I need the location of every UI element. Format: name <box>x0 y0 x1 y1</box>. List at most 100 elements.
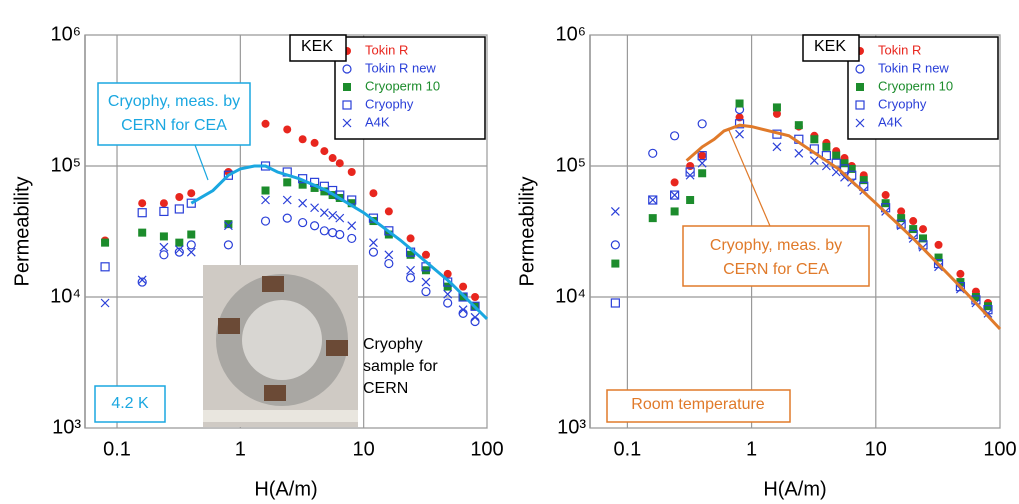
data-point <box>328 154 337 163</box>
data-point <box>840 159 849 168</box>
data-point <box>282 195 292 205</box>
data-point <box>159 206 169 217</box>
x-tick-label: 100 <box>470 438 503 460</box>
data-point <box>319 226 329 236</box>
data-point <box>310 183 319 192</box>
data-point <box>459 282 468 291</box>
data-point <box>174 204 184 214</box>
data-point <box>320 147 329 156</box>
data-point <box>685 170 695 180</box>
legend-label: A4K <box>878 114 903 129</box>
data-point <box>223 240 233 250</box>
data-point <box>955 284 965 294</box>
data-point <box>697 119 707 129</box>
data-point <box>670 190 680 200</box>
data-point <box>611 259 620 268</box>
data-point <box>175 238 184 247</box>
data-point <box>859 176 868 185</box>
data-point <box>369 189 378 198</box>
legend-label: Cryophy <box>365 96 414 111</box>
annotation-box <box>682 225 870 287</box>
data-point <box>137 208 147 218</box>
data-point <box>101 238 110 247</box>
data-point <box>735 129 744 139</box>
data-point <box>772 109 781 118</box>
data-point <box>328 210 338 220</box>
data-point <box>421 250 430 259</box>
data-point <box>283 178 292 187</box>
data-point <box>421 277 431 287</box>
data-point <box>897 207 906 216</box>
annotation-box <box>94 385 166 423</box>
annotation: Cryophy, meas. by <box>108 93 240 110</box>
legend-box <box>847 36 999 140</box>
data-point <box>458 292 468 302</box>
data-point <box>934 253 943 262</box>
data-point <box>458 305 468 315</box>
legend-label: Tokin R new <box>878 60 949 75</box>
y-tick-label: 10³ <box>52 416 81 438</box>
data-point <box>298 217 308 228</box>
data-point <box>186 240 196 250</box>
annotation: Cryophy, meas. by <box>710 237 842 254</box>
data-point <box>919 234 928 243</box>
annotation-box <box>606 389 791 423</box>
x-axis-label: H(A/m) <box>763 478 826 500</box>
data-line <box>190 164 489 320</box>
data-point <box>686 162 695 170</box>
annotation: KEK <box>814 38 846 55</box>
data-point <box>697 151 707 161</box>
annotation: CERN for CEA <box>121 117 227 134</box>
data-point <box>384 258 394 269</box>
legend-marker <box>855 100 865 110</box>
chart: 0.1 1 10 100 10³ 10⁴ 10⁵ 10⁶ H(A/m) Permeability T… <box>11 23 503 500</box>
callout-leader <box>194 144 209 181</box>
data-point <box>934 262 943 272</box>
data-point <box>310 203 320 213</box>
data-point <box>610 240 620 250</box>
data-point <box>260 216 271 226</box>
y-tick-label: 10⁵ <box>555 154 586 176</box>
data-point <box>159 250 169 260</box>
data-point <box>261 195 270 205</box>
data-point <box>298 198 308 208</box>
data-point <box>384 226 394 236</box>
legend-marker <box>855 64 865 74</box>
data-point <box>794 121 803 130</box>
data-point <box>282 213 292 223</box>
y-tick-label: 10⁴ <box>555 285 586 307</box>
data-point <box>384 207 393 216</box>
legend-marker <box>342 100 352 110</box>
data-point <box>470 301 480 311</box>
annotation-box <box>802 34 860 62</box>
data-point <box>187 230 196 239</box>
y-tick-label: 10⁴ <box>50 285 81 307</box>
data-point <box>686 196 695 205</box>
data-point <box>670 190 680 200</box>
y-tick-label: 10⁶ <box>556 23 586 45</box>
legend-label: Tokin R <box>878 42 921 57</box>
x-tick-label: 0.1 <box>613 438 641 460</box>
data-point <box>897 214 906 223</box>
data-point <box>347 167 356 176</box>
data-line <box>685 123 1002 331</box>
data-point <box>648 195 658 205</box>
data-point <box>138 199 147 208</box>
legend-marker <box>343 83 351 91</box>
data-point <box>224 220 233 229</box>
data-point <box>310 138 319 147</box>
legend: Tokin R Tokin R new Cryoperm 10 Cryophy A4K <box>847 36 999 140</box>
data-point <box>174 245 184 255</box>
legend-box <box>334 36 486 140</box>
data-point <box>347 221 357 231</box>
annotation-box <box>289 34 347 62</box>
x-tick-label: 1 <box>746 438 757 460</box>
data-point <box>347 233 357 244</box>
data-point <box>610 207 620 216</box>
data-point <box>159 242 169 252</box>
data-point <box>335 213 345 223</box>
data-point <box>443 298 453 308</box>
data-point <box>138 228 147 237</box>
data-point <box>955 282 966 292</box>
data-point <box>471 293 480 301</box>
